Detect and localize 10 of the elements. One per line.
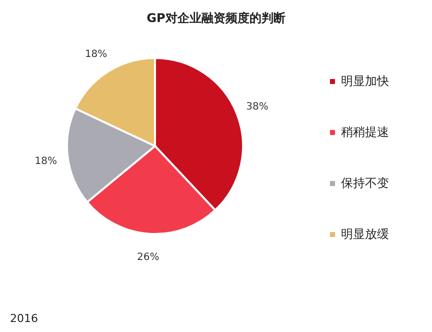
data-label: 26% bbox=[136, 252, 160, 263]
data-label: 38% bbox=[246, 102, 268, 113]
data-label: 18% bbox=[34, 156, 57, 167]
legend-label: 保持不变 bbox=[341, 176, 389, 190]
text: 2016 bbox=[10, 312, 38, 325]
legend-label: 明显放缓 bbox=[341, 227, 389, 241]
legend-label: 明显加快 bbox=[341, 74, 389, 88]
legend-label: 稍稍提速 bbox=[341, 125, 389, 139]
chart-title: GP对企业融资频度的判断 bbox=[146, 11, 286, 25]
data-label: 18% bbox=[84, 49, 108, 60]
